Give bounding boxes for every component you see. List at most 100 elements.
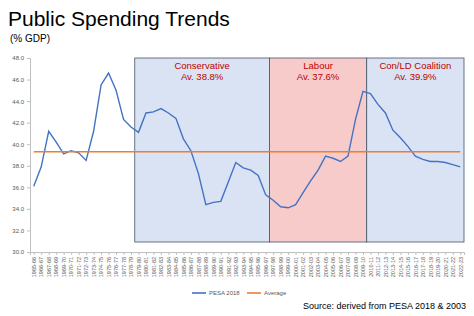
- x-tick: 1991-92: [226, 252, 232, 277]
- x-tick: 1980-81: [143, 252, 149, 277]
- legend: PESA 2018Average: [192, 290, 287, 296]
- y-axis-line: [27, 59, 31, 253]
- x-tick-mark: [445, 252, 446, 255]
- x-tick-label: 2003-04: [315, 257, 321, 277]
- x-tick: 2021-22: [450, 252, 456, 277]
- x-tick-label: 1992-93: [233, 257, 239, 277]
- x-tick-mark: [266, 252, 267, 255]
- x-tick-label: 1970-71: [68, 257, 74, 277]
- region-label: Con/LD Coalition: [379, 60, 451, 71]
- region-label: Av. 38.8%: [181, 71, 224, 82]
- y-tick: 44.0: [12, 99, 30, 105]
- x-tick-mark: [168, 252, 169, 255]
- legend-swatch: [192, 292, 206, 294]
- x-tick-mark: [370, 252, 371, 255]
- x-tick-mark: [191, 252, 192, 255]
- x-tick-mark: [243, 252, 244, 255]
- x-tick: 2008-09: [353, 252, 359, 277]
- x-tick-label: 1975-76: [106, 257, 112, 277]
- x-tick-label: 1983-84: [166, 257, 172, 277]
- x-tick-label: 1972-73: [83, 257, 89, 277]
- x-tick-mark: [423, 252, 424, 255]
- x-tick: 2005-06: [330, 252, 336, 277]
- x-tick-label: 1976-77: [113, 257, 119, 277]
- x-tick: 2015-16: [405, 252, 411, 277]
- x-tick-mark: [303, 252, 304, 255]
- x-tick-mark: [296, 252, 297, 255]
- x-tick-mark: [363, 252, 364, 255]
- x-tick-label: 2006-07: [338, 257, 344, 277]
- x-tick: 2014-15: [398, 252, 404, 277]
- x-tick-mark: [281, 252, 282, 255]
- x-tick-mark: [385, 252, 386, 255]
- x-tick: 2013-14: [390, 252, 396, 277]
- x-tick-mark: [183, 252, 184, 255]
- x-tick-mark: [176, 252, 177, 255]
- x-tick-label: 1982-83: [158, 257, 164, 277]
- x-tick-label: 1999-00: [285, 257, 291, 277]
- x-tick-label: 1974-75: [98, 257, 104, 277]
- x-tick-mark: [139, 252, 140, 255]
- x-tick: 1990-91: [218, 252, 224, 277]
- x-tick-mark: [333, 252, 334, 255]
- x-tick-label: 2009-10: [360, 257, 366, 277]
- x-tick-mark: [400, 252, 401, 255]
- x-tick-label: 2013-14: [390, 257, 396, 277]
- y-tick-label: 30.0: [12, 249, 24, 255]
- x-tick: 1989-90: [211, 252, 217, 277]
- x-tick-mark: [251, 252, 252, 255]
- x-tick-label: 2011-12: [375, 257, 381, 277]
- title: Public Spending Trends: [8, 7, 230, 30]
- x-tick: 1974-75: [98, 252, 104, 277]
- x-tick-mark: [356, 252, 357, 255]
- x-tick-label: 1988-89: [203, 257, 209, 277]
- y-tick-label: 40.0: [12, 142, 24, 148]
- x-tick-label: 2008-09: [353, 257, 359, 277]
- y-tick-mark: [27, 144, 30, 145]
- x-tick-mark: [311, 252, 312, 255]
- x-tick-mark: [49, 252, 50, 255]
- x-tick: 1986-87: [188, 252, 194, 277]
- x-tick-label: 1995-96: [255, 257, 261, 277]
- x-tick-label: 1965-66: [31, 257, 37, 277]
- x-tick-label: 2010-11: [368, 257, 374, 277]
- x-tick: 1976-77: [113, 252, 119, 277]
- x-tick-label: 1998-99: [278, 257, 284, 277]
- x-tick: 1967-68: [46, 252, 52, 277]
- x-tick-mark: [146, 252, 147, 255]
- x-tick: 1993-94: [241, 252, 247, 277]
- x-tick: 1979-80: [136, 252, 142, 277]
- y-tick: 48.0: [12, 55, 30, 61]
- x-tick-label: 1968-69: [53, 257, 59, 277]
- x-tick-label: 1994-95: [248, 257, 254, 277]
- region-label: Labour: [303, 60, 333, 71]
- x-tick-label: 1980-81: [143, 257, 149, 277]
- x-tick-label: 1981-82: [151, 257, 157, 277]
- x-tick: 1978-79: [128, 252, 134, 277]
- x-tick-label: 1989-90: [211, 257, 217, 277]
- x-tick: 1984-85: [173, 252, 179, 277]
- x-tick-mark: [116, 252, 117, 255]
- x-tick-mark: [94, 252, 95, 255]
- y-tick-label: 32.0: [12, 228, 24, 234]
- y-tick-mark: [27, 209, 30, 210]
- y-tick-label: 36.0: [12, 185, 24, 191]
- y-tick-mark: [27, 101, 30, 102]
- x-tick-label: 2007-08: [345, 257, 351, 277]
- x-tick-mark: [86, 252, 87, 255]
- x-tick: 2016-17: [413, 252, 419, 277]
- x-tick-label: 1984-85: [173, 257, 179, 277]
- x-tick-label: 1985-86: [181, 257, 187, 277]
- x-tick-label: 2017-18: [420, 257, 426, 277]
- x-tick-mark: [408, 252, 409, 255]
- x-tick: 1981-82: [151, 252, 157, 277]
- x-tick: 1999-00: [285, 252, 291, 277]
- x-tick-label: 1966-67: [38, 257, 44, 277]
- x-tick-label: 1997-98: [270, 257, 276, 277]
- x-tick-mark: [34, 252, 35, 255]
- x-tick: 2011-12: [375, 252, 381, 277]
- y-tick: 32.0: [12, 228, 30, 234]
- x-tick-mark: [71, 252, 72, 255]
- legend-label: Average: [264, 290, 287, 296]
- x-tick-label: 1996-97: [263, 257, 269, 277]
